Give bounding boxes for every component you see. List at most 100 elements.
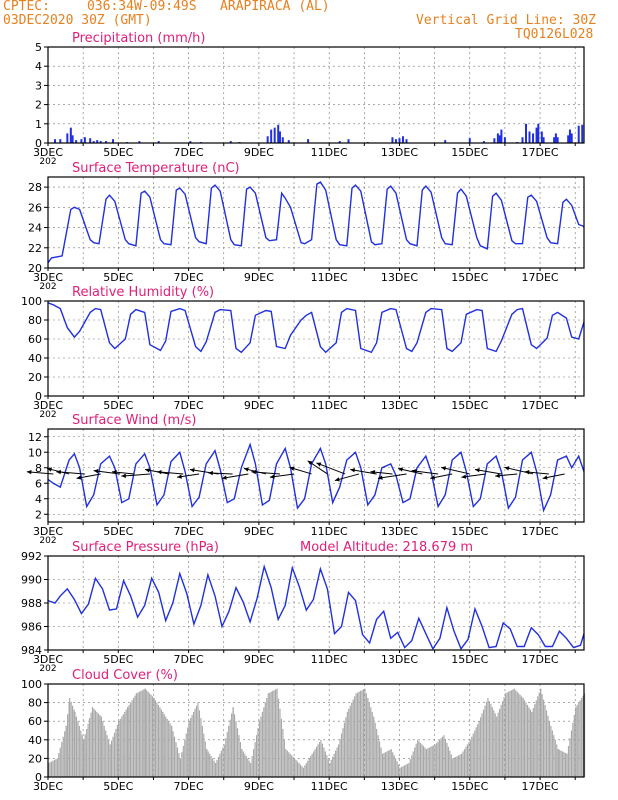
cloud-bar (228, 725, 230, 777)
cloud-bar (49, 762, 51, 777)
cloud-bar (134, 695, 136, 777)
precip-bar (229, 141, 232, 143)
cloud-bar (422, 746, 425, 777)
wind-vector-head (76, 475, 82, 480)
cloud-bar (446, 742, 448, 777)
cloud-bar (389, 749, 391, 777)
cloud-bar (551, 730, 553, 777)
cloud-bar (232, 707, 234, 777)
wind-vector-head (461, 474, 467, 479)
precip-bar (89, 138, 92, 143)
y-tick-label: 5 (35, 41, 42, 54)
cloud-bar (504, 693, 507, 777)
cloud-bar (242, 751, 244, 777)
cloud-bar (523, 700, 526, 777)
wind-frame (47, 428, 585, 523)
cloud-bar (409, 759, 411, 777)
cloud-bar (108, 739, 110, 777)
cloud-bar (121, 716, 123, 777)
cloud-bar (519, 694, 521, 777)
cloud-bar (175, 742, 177, 777)
wind-vector-head (189, 468, 195, 473)
y-tick-label: 2 (35, 508, 42, 521)
cloud-bar (178, 752, 180, 777)
x-tick-label: 3DEC (33, 653, 63, 666)
header-grid-note: Vertical Grid Line: 30Z (416, 13, 597, 28)
x-tick-label: 9DEC (244, 780, 274, 793)
temperature-series-line (47, 181, 585, 264)
cloud-bar (345, 717, 347, 777)
cloud-bar (329, 763, 331, 777)
header-source: CPTEC: (3, 0, 50, 14)
cloud-bar (124, 711, 126, 777)
cloud-bar (494, 713, 496, 777)
precip-bar (96, 140, 99, 143)
cloud-bar (274, 689, 277, 777)
precip-bar (525, 123, 528, 143)
cloud-bar (538, 692, 540, 777)
cloud-bar (431, 746, 433, 777)
x-tick-label: 13DEC (381, 146, 418, 159)
cloud-bar (560, 750, 562, 777)
cloud-bar (106, 735, 108, 777)
cloud-bar (179, 758, 181, 777)
cloud-bar (542, 699, 545, 777)
cloud-bar (354, 696, 356, 777)
precip-bar (104, 141, 107, 143)
cloud-bar (521, 696, 523, 777)
precip-bar (500, 129, 503, 143)
cloud-bar (137, 692, 139, 777)
cloud-bar (526, 704, 529, 777)
cloud-bar (357, 692, 359, 777)
cloud-bar (140, 690, 142, 777)
cloud-bar (367, 697, 369, 777)
temperature-frame (47, 176, 585, 269)
cloud-bar (187, 727, 189, 777)
cloud-bar (323, 747, 325, 777)
x-tick-label: 7DEC (174, 399, 204, 412)
x-tick-label: 5DEC (103, 780, 133, 793)
precipitation-panel: 0 1 2 3 4 5 3DEC 5DEC 7DEC 9DEC 11DEC 13DEC 15DEC 17D… (33, 31, 585, 167)
cloud-bar (69, 697, 71, 777)
x-tick-label: 15DEC (451, 271, 488, 284)
cloud-bar (564, 752, 567, 777)
cloud-bar (395, 758, 397, 777)
precip-bar (92, 141, 95, 143)
x-tick-label: 3DEC (33, 271, 63, 284)
cloud-bar (75, 716, 77, 777)
cloud-bar (487, 697, 489, 777)
cloud-bar (80, 730, 82, 777)
humidity-series-line (47, 302, 585, 354)
cloud-bar (355, 693, 357, 777)
wind-title: Surface Wind (m/s) (72, 413, 196, 428)
cloud-bar (146, 690, 148, 777)
precip-bar (66, 133, 69, 143)
cloud-bar (466, 744, 469, 777)
cloud-bar (497, 712, 499, 777)
cloud-bar (83, 739, 85, 777)
x-tick-label: 3DEC (33, 399, 63, 412)
cloud-bar (481, 713, 483, 777)
cloud-bar (213, 760, 215, 777)
y-tick-label: 0 (35, 771, 42, 784)
cloud-bar (132, 697, 135, 777)
cloud-bar (247, 758, 249, 777)
precip-bar (307, 139, 310, 143)
cloud-bar (491, 707, 493, 777)
cloud-bar (468, 742, 470, 777)
cloud-bar (477, 724, 479, 777)
y-tick-label: 60 (28, 715, 42, 728)
cloud-bar (305, 763, 307, 777)
x-tick-label: 13DEC (381, 653, 418, 666)
cloud-bar (184, 739, 186, 777)
cloud-bar (482, 709, 485, 777)
cloud-bar (173, 736, 176, 777)
cloud-bar (58, 752, 60, 777)
cloud-bar (545, 710, 548, 777)
cloud-bar (570, 730, 572, 777)
cloud-bar (147, 691, 149, 777)
cloud-bar (566, 753, 568, 777)
precip-bar (54, 139, 57, 143)
x-tick-label: 11DEC (311, 399, 348, 412)
